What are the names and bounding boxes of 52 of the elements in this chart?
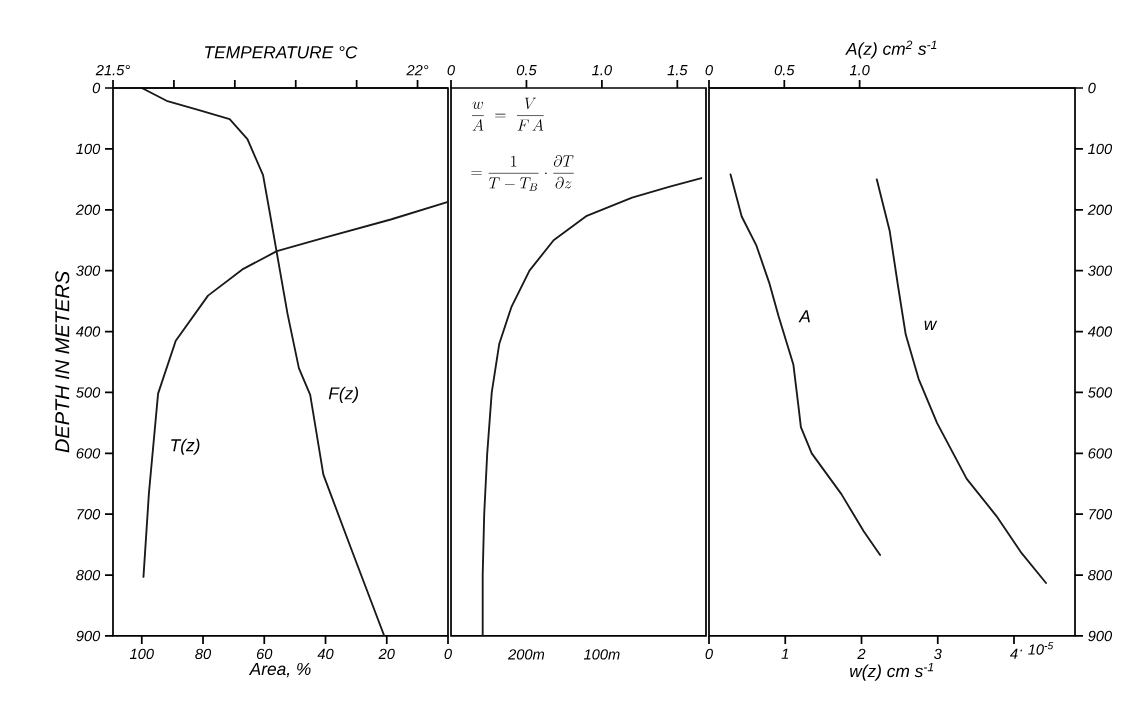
- series-label: F(z): [328, 386, 359, 403]
- x-tick-label: 1.5: [667, 65, 688, 76]
- y-tick-label: 700: [77, 509, 101, 520]
- y-tick-label: 200: [1087, 204, 1113, 215]
- x-tick-label: 2: [857, 648, 866, 659]
- x-tick-label: 80: [195, 648, 212, 660]
- text: 100m: [583, 649, 620, 660]
- y-tick-label: 700: [1089, 509, 1113, 520]
- series-label: w: [924, 320, 938, 330]
- y-tick-label: 100: [1088, 143, 1113, 155]
- y-tick-label: 200: [75, 204, 101, 215]
- line-series: [875, 178, 1047, 584]
- x-tick-label: 0: [705, 648, 713, 660]
- x-axis-title: w(z) cm s$^{-1}$: [850, 662, 934, 681]
- y-tick-label: 0: [92, 82, 101, 94]
- y-tick-label: 500: [76, 387, 101, 398]
- x-tick-label: 60: [256, 648, 273, 660]
- text: · 10$^{-5}$: [1020, 642, 1054, 655]
- y-tick-label: 800: [1088, 569, 1113, 581]
- x-tick-label: 20: [378, 648, 395, 660]
- y-tick-label: 900: [1088, 630, 1113, 642]
- annotation: $\frac{w}{A}\;=\;\frac{V}{F\,A}$: [472, 97, 544, 131]
- y-tick-label: 800: [76, 569, 101, 581]
- x2-tick-label: 22°: [406, 65, 429, 76]
- series-label: T(z): [171, 438, 200, 455]
- y-tick-label: 300: [76, 265, 101, 276]
- x-tick-label: 4: [1010, 648, 1018, 659]
- x-tick-label: 1.0: [592, 64, 612, 76]
- x-tick-label: 1: [781, 648, 789, 659]
- x-tick-label: 0: [447, 64, 455, 76]
- x-tick-label: 3: [934, 648, 942, 660]
- y-axis-title: DEPTH IN METERS: [55, 271, 70, 453]
- x2-axis-title: TEMPERATURE °C: [205, 46, 358, 59]
- y-tick-label: 0: [1088, 82, 1096, 94]
- x-tick-label: 0: [444, 648, 452, 660]
- y-tick-label: 300: [1088, 265, 1113, 276]
- x2-tick-label: 21.5°: [95, 64, 130, 76]
- x2-axis-title: A(z) cm$^{2}$ s$^{-1}$: [845, 40, 937, 59]
- x-tick-label: 100: [129, 648, 154, 660]
- y-tick-label: 100: [76, 143, 101, 155]
- y-tick-label: 500: [1088, 387, 1113, 398]
- y-tick-label: 400: [1087, 326, 1113, 337]
- x-axis-title: Area, %: [248, 662, 311, 678]
- y-tick-label: 400: [75, 326, 101, 337]
- annotation: $=\frac{1}{T-T_B}\cdot\frac{\partial T}{\partial z}$: [471, 155, 574, 191]
- series-label: A: [798, 310, 810, 323]
- x-tick-label: 0.5: [516, 64, 537, 76]
- x-tick-label: 40: [317, 648, 334, 660]
- y-tick-label: 600: [76, 448, 101, 459]
- y-tick-label: 900: [76, 630, 101, 642]
- text: 200m: [508, 649, 545, 660]
- y-tick-label: 600: [1088, 448, 1113, 459]
